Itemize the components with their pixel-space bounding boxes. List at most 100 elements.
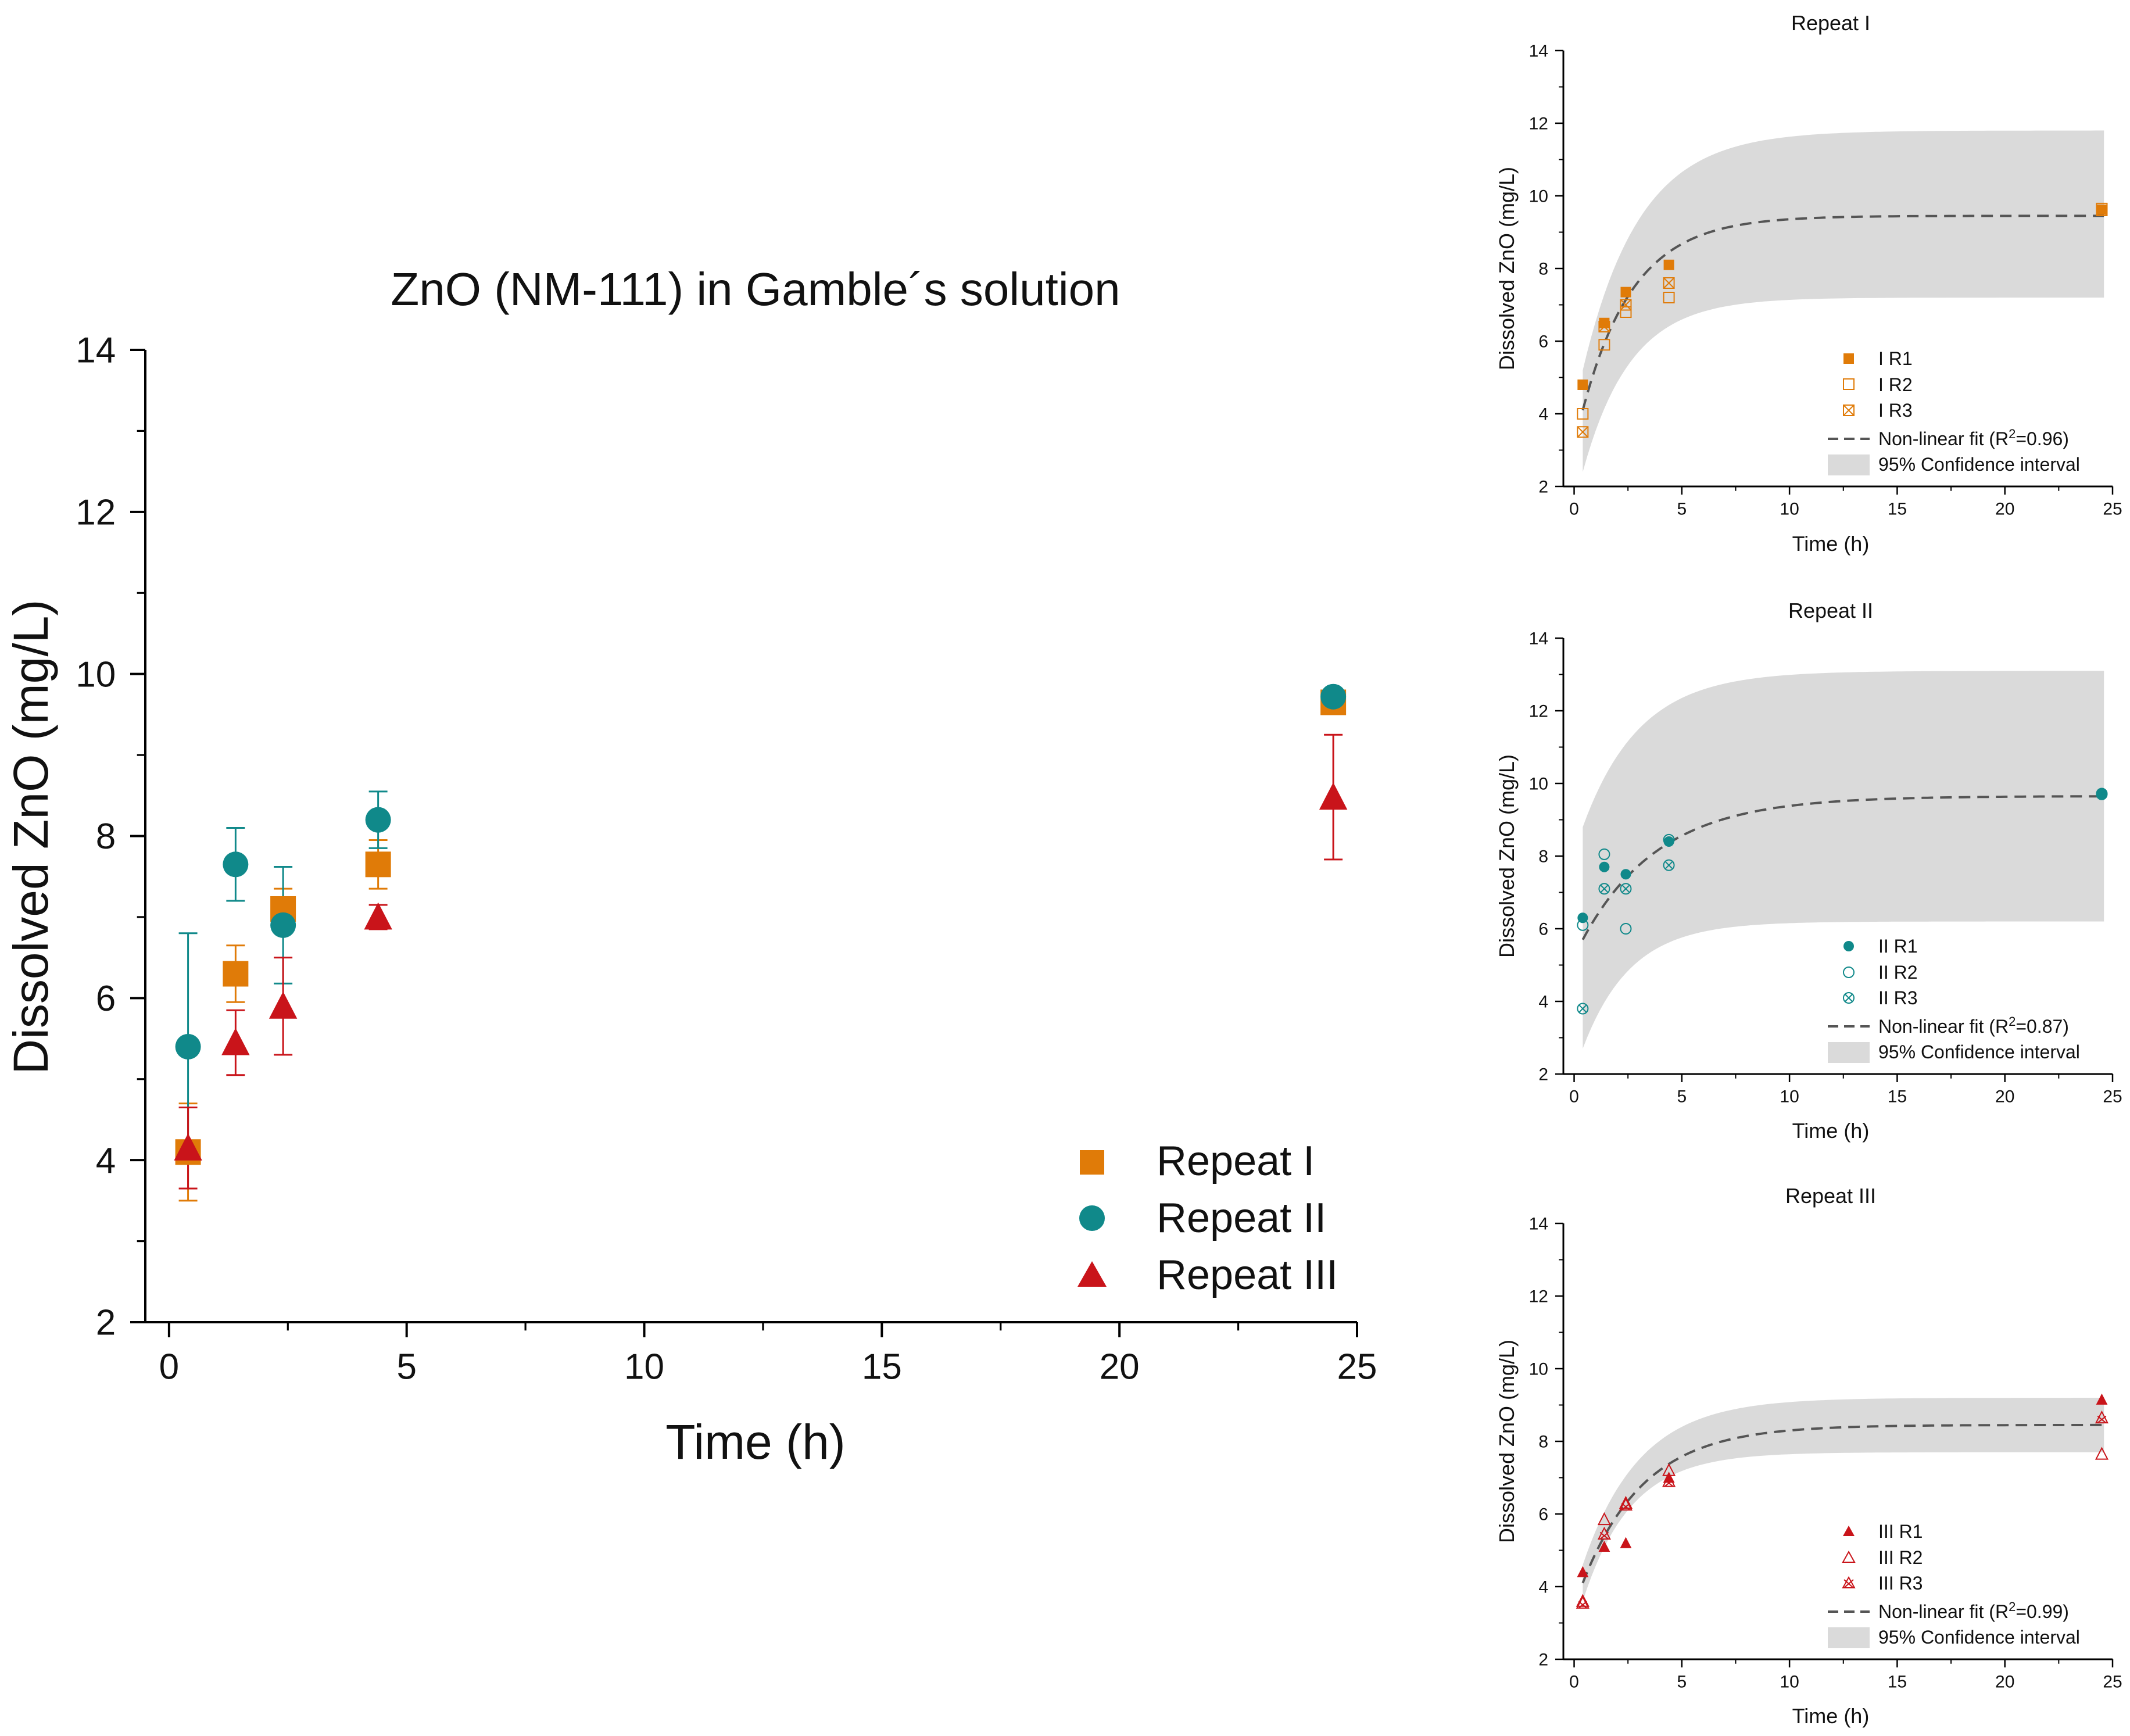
subplot-1-point-r2-shape <box>1620 306 1632 318</box>
subplot-3-point-r1-shape <box>1577 1566 1589 1577</box>
subplot-3-point-r1-shape <box>2096 1393 2108 1405</box>
subplot-2-xtick-label: 0 <box>1569 1087 1579 1107</box>
subplot-3-xtick-label: 5 <box>1677 1673 1687 1692</box>
subplot-3-x-ticks: 0 5 10 15 20 25 <box>1569 1659 2122 1692</box>
subplot-2-legend-label-r1: II R1 <box>1878 936 1918 957</box>
subplot-3-point-r2-shape <box>1597 1512 1611 1526</box>
subplot-1-point-r1 <box>1663 259 1674 270</box>
subplot-1-point-r2-shape <box>1598 339 1610 351</box>
subplot-2-ytick-label: 8 <box>1538 847 1548 867</box>
subplot-2-legend-label-r2: II R2 <box>1878 962 1918 983</box>
subplot-1-confidence-band-area <box>1583 130 2104 472</box>
main-ytick-label: 6 <box>96 979 116 1019</box>
subplot-2-legend-marker-r2 <box>1843 967 1855 978</box>
subplot-3-point-r3 <box>2095 1410 2109 1424</box>
subplot-3-point-r1 <box>2096 1393 2108 1405</box>
subplot-2-point-r3-cross <box>1621 885 1630 893</box>
subplot-1-y-ticks: 2 4 6 8 10 12 14 <box>1529 42 1563 497</box>
subplot-3-ytick-label: 6 <box>1538 1505 1548 1524</box>
legend-marker-repeat-2 <box>1079 1205 1105 1231</box>
subplot-2-xtick-label: 20 <box>1995 1087 2014 1107</box>
subplot-2-data-points <box>1577 788 2108 1015</box>
subplot-3-point-r2-shape <box>1576 1594 1590 1607</box>
subplot-2-confidence-band <box>1583 671 2104 1049</box>
legend-label-repeat-1: Repeat I <box>1157 1138 1315 1184</box>
subplot-3-legend-marker-r3-cross <box>1843 1579 1854 1588</box>
subplot-3-point-r2 <box>2095 1447 2109 1460</box>
subplot-1-xtick-label: 15 <box>1888 500 1907 519</box>
subplot-3-legend-marker-r2 <box>1842 1550 1856 1563</box>
subplot-2-ytick-label: 6 <box>1538 920 1548 939</box>
subplot-2-legend-marker-r3-cross <box>1845 994 1853 1002</box>
subplot-3-point-r1 <box>1598 1540 1610 1552</box>
subplot-1-point-r1-shape <box>1577 380 1588 390</box>
point-repeat-3 <box>221 1028 250 1055</box>
subplot-2-ytick-label: 10 <box>1529 775 1548 794</box>
subplot-1-xtick-label: 25 <box>2103 500 2122 519</box>
subplot-1-xtick-label: 10 <box>1780 500 1799 519</box>
subplot-3-y-axis-label: Dissolved ZnO (mg/L) <box>1495 1340 1519 1543</box>
subplot-3-point-r2 <box>1619 1495 1633 1509</box>
subplot-2-ytick-label: 4 <box>1538 993 1548 1012</box>
point-repeat-1 <box>223 961 249 987</box>
point-repeat-1-shape <box>223 961 249 987</box>
subplot-2-point-r3 <box>1663 859 1675 871</box>
subplot-1-x-ticks: 0 5 10 15 20 25 <box>1569 486 2122 519</box>
subplot-2-point-r2 <box>1620 923 1632 935</box>
subplot-3-point-r3-cross <box>1664 1479 1674 1487</box>
subplot-3-point-r1 <box>1577 1566 1589 1577</box>
subplot-1-point-r3-cross <box>1620 299 1632 311</box>
point-repeat-2-shape <box>1320 683 1347 710</box>
subplot-1-ytick-label: 4 <box>1538 405 1548 424</box>
subplot-3-point-r3-cross <box>1578 1601 1588 1609</box>
subplot-1-point-r3-cross <box>2096 205 2108 216</box>
subplot-2-legend-marker-r1 <box>1843 941 1854 951</box>
subplot-3-point-r3 <box>1597 1526 1611 1540</box>
subplot-2-point-r3 <box>2096 788 2108 800</box>
subplot-2-point-r2-shape <box>1577 919 1589 931</box>
subplot-repeat-3: Repeat III 2 4 6 8 10 12 14 0 5 10 15 20 25 Time (h… <box>1495 1184 2122 1728</box>
subplot-1-ytick-label: 10 <box>1529 187 1548 206</box>
subplot-1-point-r3-shape <box>2096 205 2108 216</box>
subplot-2-point-r3 <box>1598 883 1610 895</box>
subplot-2-point-r3 <box>1620 883 1632 895</box>
subplot-1-data-points <box>1577 202 2108 438</box>
main-chart-title: ZnO (NM-111) in Gamble´s solution <box>391 263 1120 315</box>
main-y-ticks: 2 4 6 8 10 12 14 <box>76 331 145 1343</box>
main-ytick-label: 2 <box>96 1303 116 1343</box>
main-ytick-label: 4 <box>96 1141 116 1181</box>
subplot-2-point-r2-shape <box>1663 833 1675 846</box>
subplot-1-point-r3-shape <box>1663 277 1675 289</box>
subplot-1-point-r2 <box>1577 408 1589 420</box>
point-repeat-3 <box>174 1133 202 1161</box>
subplot-3-point-r1-shape <box>1620 1537 1632 1548</box>
subplot-1-legend-label-r3: I R3 <box>1878 400 1913 421</box>
legend-label-repeat-3: Repeat III <box>1157 1252 1338 1298</box>
subplot-3-point-r3-cross <box>1599 1531 1609 1540</box>
subplot-1-xtick-label: 5 <box>1677 500 1687 519</box>
subplot-3-confidence-band-area <box>1583 1398 2104 1601</box>
subplot-1-point-r1-shape <box>1620 287 1631 298</box>
subplot-1-point-r1-shape <box>1599 317 1610 328</box>
subplot-2-y-ticks: 2 4 6 8 10 12 14 <box>1529 629 1563 1084</box>
subplot-2-point-r1-shape <box>1599 861 1610 872</box>
subplot-3-xtick-label: 15 <box>1888 1673 1907 1692</box>
main-xtick-label: 0 <box>159 1347 179 1387</box>
point-repeat-3 <box>364 902 392 930</box>
subplot-3-ytick-label: 8 <box>1538 1433 1548 1452</box>
subplot-3-legend-fit-label: Non-linear fit (R2=0.99) <box>1878 1599 2069 1622</box>
subplot-3-point-r3 <box>1619 1497 1633 1511</box>
subplot-1-point-r3-cross <box>1577 426 1589 438</box>
subplot-1-legend-marker-r1 <box>1843 353 1854 364</box>
subplot-2-point-r3-shape <box>2096 788 2108 800</box>
main-y-axis-label: Dissolved ZnO (mg/L) <box>3 600 58 1075</box>
subplot-1-point-r3 <box>1598 321 1610 332</box>
subplot-1-legend-label-r2: I R2 <box>1878 374 1913 395</box>
point-repeat-2 <box>365 807 391 833</box>
subplot-3-ytick-label: 10 <box>1529 1360 1548 1379</box>
subplot-1-point-r2 <box>1663 292 1675 303</box>
main-xtick-label: 10 <box>624 1347 664 1387</box>
main-xtick-label: 25 <box>1337 1347 1377 1387</box>
subplot-3-point-r2 <box>1597 1512 1611 1526</box>
